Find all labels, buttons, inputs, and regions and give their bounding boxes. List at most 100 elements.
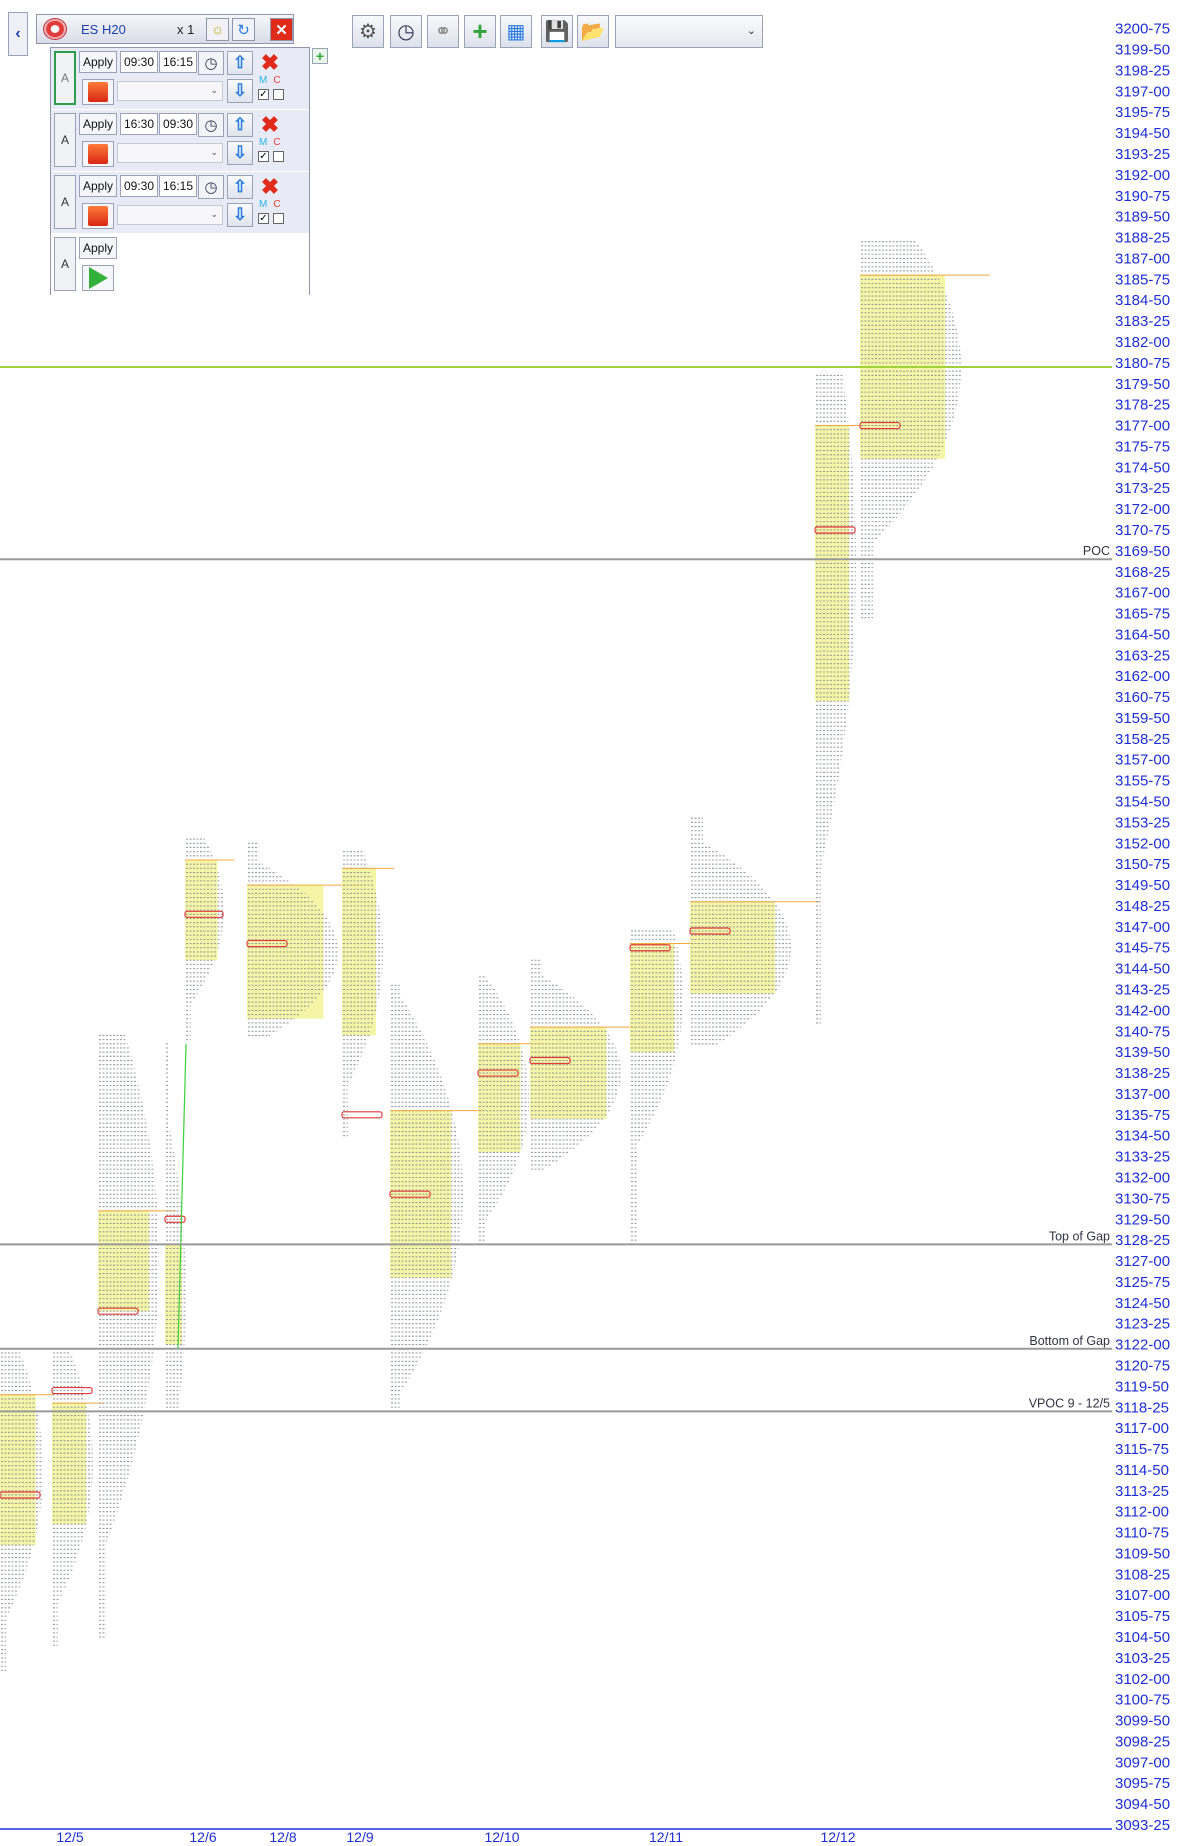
session-letter[interactable]: A — [54, 237, 76, 291]
price-tick-label: 3180-75 — [1115, 355, 1170, 372]
stop-button[interactable] — [82, 203, 114, 229]
horizontal-lines-layer: POC Top of Gap Bottom of Gap VPOC 9 - 12/5 — [0, 366, 1112, 1413]
open-folder-icon[interactable]: 📂 — [577, 15, 609, 48]
price-tick-label: 3119-50 — [1115, 1378, 1169, 1395]
start-time-input[interactable]: 16:30 — [120, 113, 158, 135]
m-checkbox[interactable]: ✓ — [258, 213, 269, 224]
price-tick-label: 3094-50 — [1115, 1796, 1170, 1813]
start-time-input[interactable]: 09:30 — [120, 51, 158, 73]
date-tick-label: 12/5 — [56, 1829, 83, 1845]
poc-marker — [629, 944, 671, 952]
price-tick-label: 3197-00 — [1115, 83, 1170, 100]
poc-marker — [477, 1069, 519, 1077]
price-tick-label: 3130-75 — [1115, 1190, 1170, 1207]
c-label: C — [273, 199, 281, 210]
clock-icon[interactable]: ◷ — [198, 175, 224, 199]
session-letter[interactable]: A — [54, 51, 76, 105]
price-tick-label: 3158-25 — [1115, 731, 1170, 748]
move-down-icon[interactable]: ⇩ — [227, 141, 253, 165]
apply-button[interactable]: Apply — [79, 175, 117, 197]
stop-button[interactable] — [82, 79, 114, 105]
session-letter[interactable]: A — [54, 113, 76, 167]
price-tick-label: 3105-75 — [1115, 1608, 1170, 1625]
record-icon[interactable] — [43, 18, 67, 40]
price-tick-label: 3134-50 — [1115, 1128, 1170, 1145]
price-tick-label: 3187-00 — [1115, 250, 1170, 267]
play-button[interactable] — [82, 265, 114, 291]
poc-marker — [341, 1111, 383, 1119]
price-tick-label: 3188-25 — [1115, 230, 1170, 247]
price-tick-label: 3155-75 — [1115, 773, 1170, 790]
layout-icon[interactable]: ▦ — [500, 15, 532, 48]
end-time-input[interactable]: 16:15 — [159, 175, 197, 197]
price-tick-label: 3162-00 — [1115, 668, 1170, 685]
c-label: C — [273, 75, 281, 86]
chevron-left-icon: ‹ — [15, 25, 21, 42]
move-up-icon[interactable]: ⇧ — [227, 51, 253, 75]
price-tick-label: 3177-00 — [1115, 418, 1170, 435]
profile-12-5-rth-b — [51, 1348, 104, 1646]
price-tick-label: 3195-75 — [1115, 104, 1170, 121]
settings-gears-icon[interactable]: ⚙ — [352, 15, 384, 48]
delete-icon[interactable]: ✖ — [260, 50, 280, 75]
session-letter[interactable]: A — [54, 175, 76, 229]
clock-icon[interactable]: ◷ — [390, 15, 422, 48]
apply-button[interactable]: Apply — [79, 113, 117, 135]
price-tick-label: 3093-25 — [1115, 1817, 1170, 1834]
price-tick-label: 3099-50 — [1115, 1713, 1170, 1730]
stop-icon — [88, 144, 108, 164]
refresh-icon[interactable]: ↻ — [232, 18, 255, 41]
c-checkbox[interactable] — [273, 89, 284, 100]
add-session-icon[interactable]: + — [312, 48, 328, 64]
price-tick-label: 3104-50 — [1115, 1629, 1170, 1646]
close-icon[interactable]: ✕ — [270, 18, 293, 41]
move-down-icon[interactable]: ⇩ — [227, 79, 253, 103]
session-combo[interactable]: ⌄ — [117, 143, 223, 163]
value-area — [52, 1403, 86, 1525]
stop-button[interactable] — [82, 141, 114, 167]
price-tick-label: 3189-50 — [1115, 209, 1170, 226]
move-up-icon[interactable]: ⇧ — [227, 113, 253, 137]
apply-button[interactable]: Apply — [79, 237, 117, 259]
price-tick-label: 3110-75 — [1115, 1525, 1169, 1542]
layout-dropdown[interactable]: ⌄ — [615, 15, 763, 48]
profile-12-11-eth — [689, 817, 820, 1045]
price-tick-label: 3163-25 — [1115, 647, 1170, 664]
sun-settings-icon[interactable]: ☼ — [206, 18, 229, 41]
price-tick-label: 3133-25 — [1115, 1149, 1170, 1166]
session-combo[interactable]: ⌄ — [117, 81, 223, 101]
apply-button[interactable]: Apply — [79, 51, 117, 73]
link-icon[interactable]: ⚭ — [427, 15, 459, 48]
price-tick-label: 3137-00 — [1115, 1086, 1170, 1103]
symbol-label[interactable]: ES H20 — [81, 22, 126, 37]
save-icon[interactable]: 💾 — [541, 15, 573, 48]
price-tick-label: 3142-00 — [1115, 1002, 1170, 1019]
c-checkbox[interactable] — [273, 213, 284, 224]
price-tick-label: 3123-25 — [1115, 1316, 1170, 1333]
profile-12-10-eth — [529, 959, 647, 1170]
price-tick-label: 3184-50 — [1115, 292, 1170, 309]
start-time-input[interactable]: 09:30 — [120, 175, 158, 197]
move-up-icon[interactable]: ⇧ — [227, 175, 253, 199]
session-combo[interactable]: ⌄ — [117, 205, 223, 225]
price-tick-label: 3132-00 — [1115, 1169, 1170, 1186]
m-checkbox[interactable]: ✓ — [258, 89, 269, 100]
clock-icon[interactable]: ◷ — [198, 51, 224, 75]
price-tick-label: 3114-50 — [1115, 1462, 1169, 1479]
end-time-input[interactable]: 16:15 — [159, 51, 197, 73]
end-time-input[interactable]: 09:30 — [159, 113, 197, 135]
price-tick-label: 3182-00 — [1115, 334, 1170, 351]
clock-icon[interactable]: ◷ — [198, 113, 224, 137]
delete-icon[interactable]: ✖ — [260, 112, 280, 137]
collapse-panel-button[interactable]: ‹ — [8, 12, 28, 56]
price-tick-label: 3122-00 — [1115, 1337, 1170, 1354]
add-icon[interactable]: + — [464, 15, 496, 48]
m-checkbox[interactable]: ✓ — [258, 151, 269, 162]
move-down-icon[interactable]: ⇩ — [227, 203, 253, 227]
price-tick-label: 3170-75 — [1115, 522, 1170, 539]
c-checkbox[interactable] — [273, 151, 284, 162]
m-label: M — [259, 75, 268, 86]
delete-icon[interactable]: ✖ — [260, 174, 280, 199]
